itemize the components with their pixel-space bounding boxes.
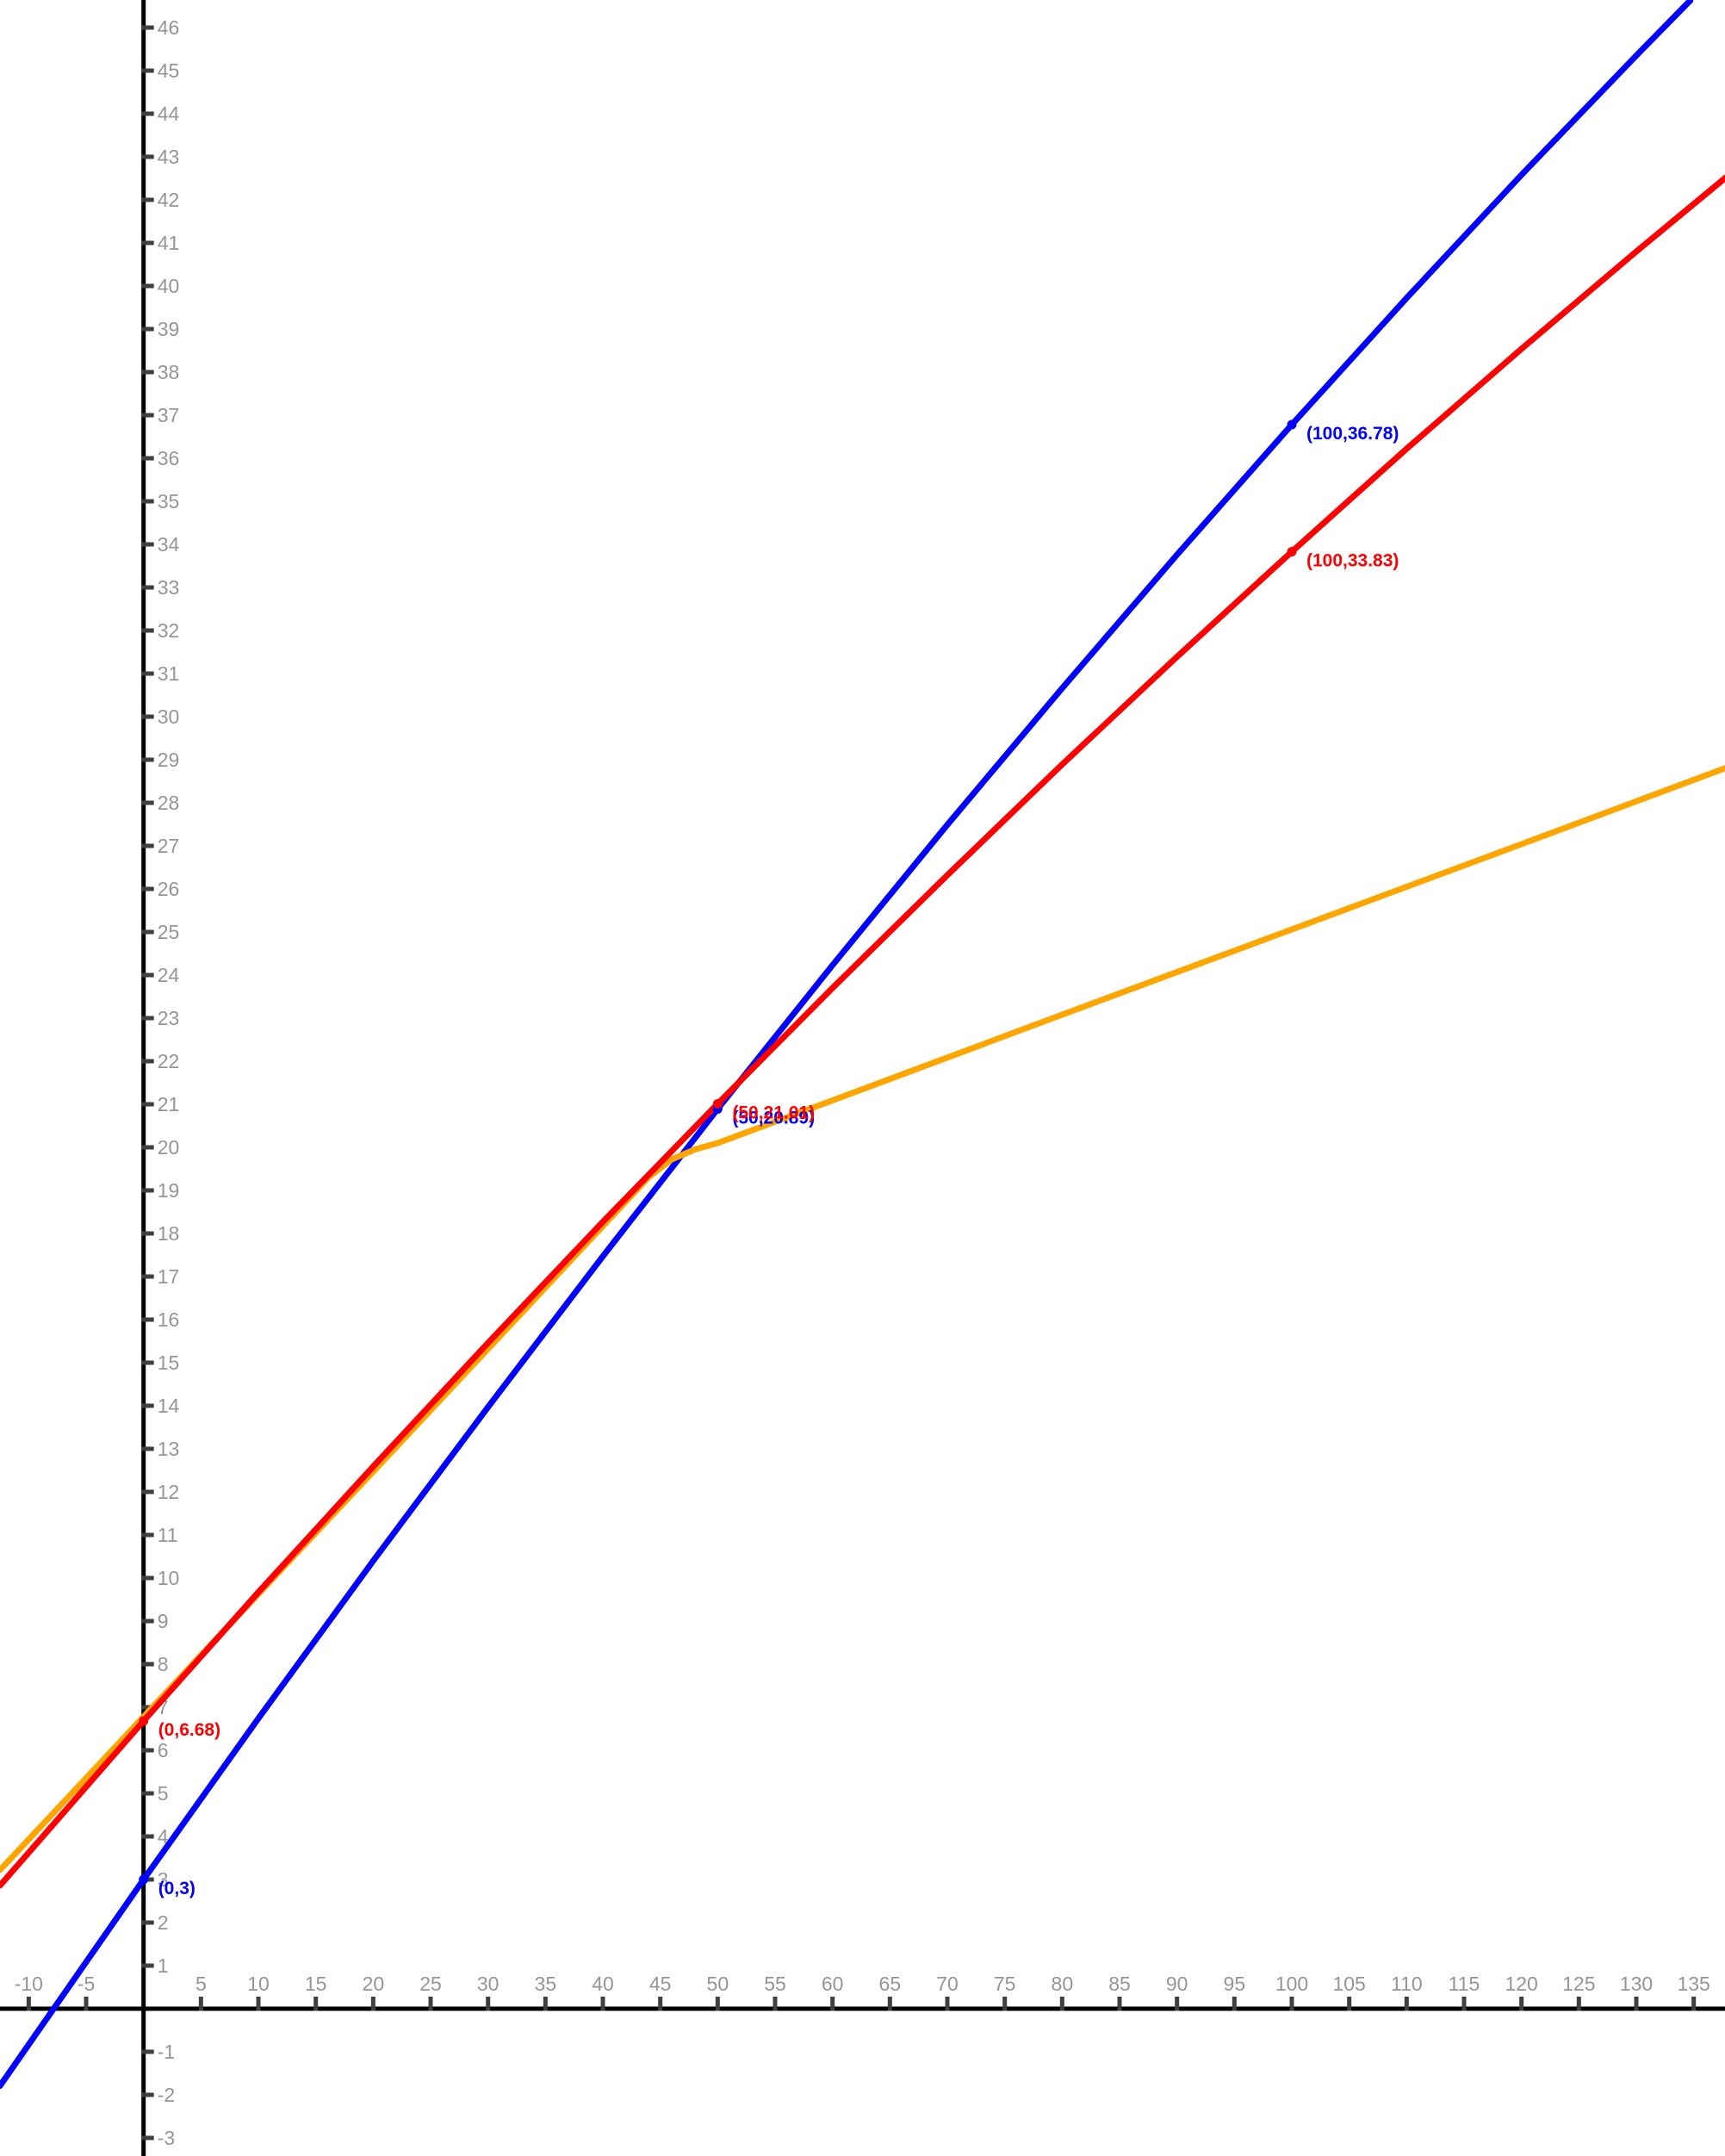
y-tick-label: -2 — [158, 2084, 175, 2106]
y-tick-label: 41 — [158, 232, 180, 254]
y-tick-label: 15 — [158, 1351, 180, 1374]
red-line-point[interactable] — [139, 1716, 149, 1726]
y-tick-label: 39 — [158, 318, 180, 340]
x-tick-label: 130 — [1620, 1973, 1653, 1995]
y-tick-label: 37 — [158, 404, 180, 426]
y-tick-label: 16 — [158, 1308, 180, 1331]
red-line[interactable] — [0, 174, 1725, 1889]
y-tick-label: 46 — [158, 16, 180, 39]
y-tick-label: 13 — [158, 1438, 180, 1460]
y-tick-label: 36 — [158, 447, 180, 469]
y-tick-label: 1 — [158, 1954, 169, 1977]
blue-line-point[interactable] — [139, 1874, 149, 1885]
x-tick-label: 110 — [1391, 1973, 1423, 1995]
y-tick-label: 4 — [158, 1825, 169, 1848]
x-tick-label: 20 — [363, 1973, 385, 1995]
x-tick-label: 10 — [247, 1973, 270, 1995]
y-tick-label: 11 — [158, 1524, 178, 1546]
blue-line[interactable] — [0, 0, 1694, 2089]
y-tick-label: 14 — [158, 1395, 180, 1417]
y-tick-label: 27 — [158, 835, 180, 857]
red-line-point-label: (50,21.01) — [732, 1103, 815, 1123]
x-tick-label: 55 — [764, 1973, 786, 1995]
y-tick-label: 22 — [158, 1050, 180, 1072]
y-tick-label: 31 — [158, 662, 180, 685]
x-tick-label: 5 — [195, 1973, 207, 1995]
y-tick-label: 34 — [158, 533, 180, 556]
x-tick-label: 45 — [649, 1973, 672, 1995]
blue-line-point-label: (50,20.89) — [732, 1109, 815, 1128]
y-tick-label: 26 — [158, 878, 180, 900]
x-tick-label: 105 — [1332, 1973, 1365, 1995]
y-tick-label: 17 — [158, 1265, 180, 1288]
red-line-point-label: (100,33.83) — [1306, 551, 1399, 571]
y-tick-label: 3 — [158, 1868, 169, 1891]
y-tick-label: 21 — [158, 1093, 180, 1115]
x-tick-label: 120 — [1505, 1973, 1537, 1995]
x-tick-label: 15 — [305, 1973, 327, 1995]
red-line-point-label: (0,6.68) — [158, 1720, 220, 1740]
x-tick-label: 50 — [707, 1973, 729, 1995]
x-tick-label: 75 — [994, 1973, 1016, 1995]
x-tick-label: 25 — [419, 1973, 442, 1995]
x-tick-label: -10 — [15, 1973, 43, 1995]
x-tick-label: 100 — [1275, 1973, 1308, 1995]
red-line-point[interactable] — [712, 1099, 723, 1109]
y-tick-label: 23 — [158, 1007, 180, 1029]
y-tick-label: 2 — [158, 1911, 169, 1934]
x-tick-label: 65 — [879, 1973, 902, 1995]
y-tick-label: 8 — [158, 1653, 169, 1675]
x-tick-label: 90 — [1166, 1973, 1188, 1995]
y-tick-label: 10 — [158, 1567, 180, 1589]
y-tick-label: 44 — [158, 103, 180, 125]
x-tick-label: 35 — [535, 1973, 557, 1995]
x-tick-label: -5 — [78, 1973, 95, 1995]
x-tick-label: 70 — [936, 1973, 959, 1995]
y-tick-label: 24 — [158, 964, 180, 986]
y-tick-label: 5 — [158, 1782, 169, 1805]
y-tick-label: 45 — [158, 59, 180, 82]
x-tick-label: 115 — [1449, 1973, 1480, 1995]
y-tick-label: 19 — [158, 1179, 180, 1202]
x-tick-label: 60 — [822, 1973, 844, 1995]
blue-line-point[interactable] — [1287, 419, 1297, 430]
y-tick-label: 20 — [158, 1136, 180, 1159]
x-tick-label: 85 — [1108, 1973, 1131, 1995]
x-tick-label: 40 — [592, 1973, 614, 1995]
y-tick-label: -3 — [158, 2127, 175, 2149]
y-tick-label: -1 — [158, 2041, 175, 2063]
y-tick-label: 30 — [158, 705, 180, 728]
x-tick-label: 80 — [1052, 1973, 1074, 1995]
y-tick-label: 18 — [158, 1222, 180, 1245]
y-tick-label: 42 — [158, 189, 180, 211]
y-tick-label: 28 — [158, 792, 180, 814]
y-tick-label: 25 — [158, 921, 180, 943]
blue-line-point-label: (0,3) — [158, 1879, 195, 1898]
y-tick-label: 35 — [158, 490, 180, 513]
x-tick-label: 135 — [1677, 1973, 1709, 1995]
y-tick-label: 32 — [158, 619, 180, 642]
y-tick-label: 12 — [158, 1481, 180, 1503]
y-tick-label: 33 — [158, 576, 180, 599]
y-tick-label: 40 — [158, 275, 180, 297]
x-tick-label: 125 — [1562, 1973, 1595, 1995]
y-tick-label: 43 — [158, 146, 180, 168]
y-tick-label: 6 — [158, 1739, 169, 1761]
y-tick-label: 38 — [158, 361, 180, 383]
red-line-point[interactable] — [1287, 547, 1297, 556]
y-tick-label: 9 — [158, 1610, 169, 1632]
blue-line-point-label: (100,36.78) — [1306, 424, 1399, 444]
x-tick-label: 95 — [1224, 1973, 1246, 1995]
y-tick-label: 29 — [158, 749, 180, 771]
x-tick-label: 30 — [477, 1973, 500, 1995]
